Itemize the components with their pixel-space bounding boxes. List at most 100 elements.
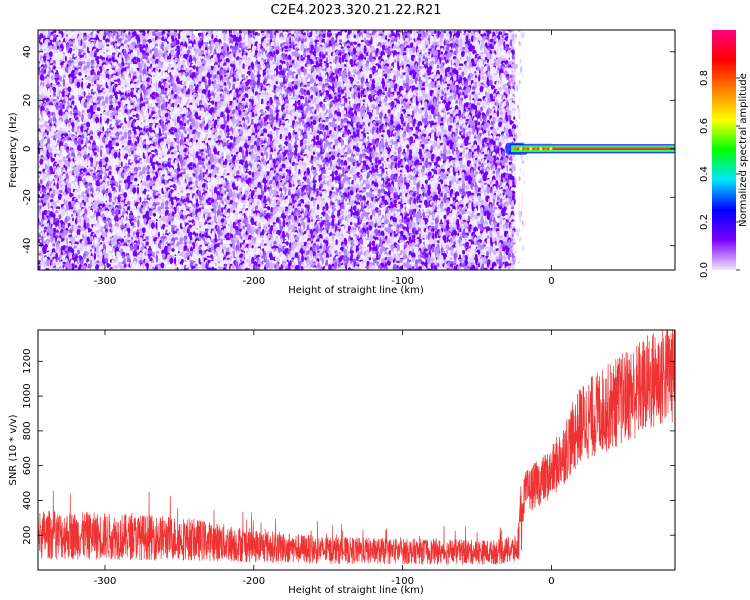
heatmap-cell xyxy=(68,83,71,87)
heatmap-cell xyxy=(127,85,130,90)
heatmap-cell xyxy=(205,30,209,34)
heatmap-cell xyxy=(217,32,222,36)
heatmap-cell xyxy=(310,44,315,51)
heatmap-cell xyxy=(110,36,113,42)
heatmap-cell xyxy=(78,72,82,76)
heatmap-cell xyxy=(282,44,286,47)
heatmap-cell xyxy=(251,56,256,61)
heatmap-cell xyxy=(66,39,69,43)
heatmap-cell xyxy=(195,57,198,60)
heatmap-cell xyxy=(157,72,162,80)
heatmap-cell xyxy=(214,92,217,96)
heatmap-cell xyxy=(420,39,426,47)
heatmap-cell xyxy=(115,46,119,50)
heatmap-cell xyxy=(211,33,214,40)
heatmap-cell xyxy=(353,34,356,39)
heatmap-cell xyxy=(353,41,357,45)
heatmap-cell xyxy=(151,40,155,50)
heatmap-cell xyxy=(479,72,484,76)
heatmap-cell xyxy=(330,72,335,76)
heatmap-cell xyxy=(347,71,351,77)
heatmap-cell xyxy=(210,30,214,34)
heatmap-cell xyxy=(469,66,472,73)
heatmap-cell xyxy=(356,36,360,46)
heatmap-cell xyxy=(275,32,278,41)
heatmap-cell xyxy=(144,33,149,40)
heatmap-cell xyxy=(274,54,277,63)
heatmap-cell xyxy=(123,30,127,33)
heatmap-cell xyxy=(499,101,503,109)
heatmap-cell xyxy=(80,67,84,72)
heatmap-cell xyxy=(232,81,236,85)
heatmap-cell xyxy=(318,107,323,112)
heatmap-cell xyxy=(344,59,349,62)
heatmap-cell xyxy=(62,78,66,88)
heatmap-cell xyxy=(157,32,162,37)
heatmap-cell xyxy=(337,94,342,98)
heatmap-cell xyxy=(459,33,463,36)
heatmap-cell xyxy=(125,66,130,69)
heatmap-cell xyxy=(316,30,319,33)
heatmap-cell xyxy=(198,41,202,49)
heatmap-cell xyxy=(238,42,243,49)
heatmap-cell xyxy=(236,64,239,67)
heatmap-cell xyxy=(97,51,100,57)
heatmap-cell xyxy=(111,107,115,111)
heatmap-cell xyxy=(69,57,72,60)
heatmap-cell xyxy=(83,32,88,37)
heatmap-cell xyxy=(49,45,54,50)
heatmap-cell xyxy=(369,33,372,36)
heatmap-cell xyxy=(243,45,248,50)
heatmap-cell xyxy=(99,102,103,107)
heatmap-cell xyxy=(339,39,343,43)
heatmap-cell xyxy=(473,36,478,41)
heatmap-cell xyxy=(257,33,261,36)
heatmap-cell xyxy=(132,114,136,117)
heatmap-cell xyxy=(325,99,330,102)
heatmap-cell xyxy=(77,46,80,50)
heatmap-cell xyxy=(180,31,183,38)
heatmap-cell xyxy=(462,33,466,36)
heatmap-cell xyxy=(265,69,270,75)
heatmap-cell xyxy=(43,30,47,36)
heatmap-cell xyxy=(172,63,177,67)
heatmap-cell xyxy=(42,110,46,117)
heatmap-cell xyxy=(309,50,314,54)
heatmap-cell xyxy=(63,32,66,37)
heatmap-cell xyxy=(44,39,48,47)
heatmap-cell xyxy=(418,43,421,48)
heatmap-cell xyxy=(470,35,475,43)
heatmap-cell xyxy=(318,81,323,85)
heatmap-cell xyxy=(101,105,106,109)
heatmap-cell xyxy=(90,66,95,69)
heatmap-cell xyxy=(418,60,421,66)
heatmap-cell xyxy=(480,66,484,73)
heatmap-cell xyxy=(441,102,444,108)
heatmap-cell xyxy=(191,99,195,102)
heatmap-cell xyxy=(164,87,168,92)
heatmap-cell xyxy=(126,41,131,45)
heatmap-cell xyxy=(362,94,367,98)
heatmap-cell xyxy=(293,84,298,90)
heatmap-cell xyxy=(360,89,363,99)
heatmap-cell xyxy=(269,91,275,96)
figure-title: C2E4.2023.320.21.22.R21 xyxy=(270,3,441,18)
heatmap-cell xyxy=(273,46,277,49)
heatmap-cell xyxy=(67,33,72,40)
heatmap-cell xyxy=(276,42,279,45)
heatmap-cell xyxy=(157,39,162,43)
heatmap-cell xyxy=(109,50,112,54)
heatmap-cell xyxy=(91,34,94,39)
heatmap-cell xyxy=(55,114,60,118)
heatmap-cell xyxy=(93,72,97,76)
heatmap-cell xyxy=(281,37,286,41)
heatmap-cell xyxy=(176,107,181,116)
heatmap-cell xyxy=(276,57,281,60)
heatmap-cell xyxy=(366,106,370,113)
heatmap-cell xyxy=(100,92,103,96)
heatmap-cell xyxy=(434,39,437,43)
heatmap-cell xyxy=(487,102,490,108)
heatmap-cell xyxy=(501,72,505,80)
heatmap-cell xyxy=(363,50,366,54)
